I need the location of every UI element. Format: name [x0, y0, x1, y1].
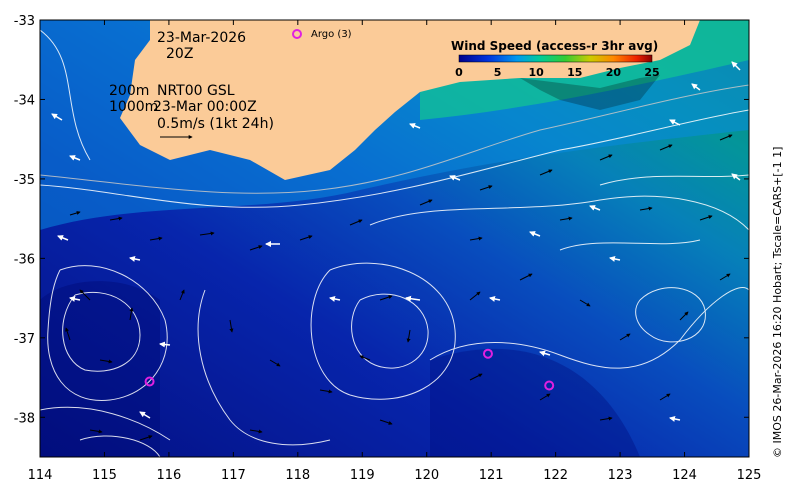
colorbar-title: Wind Speed (access-r 3hr avg)	[451, 39, 658, 53]
argo-float-marker	[544, 380, 555, 391]
argo-legend-marker	[292, 29, 302, 39]
lon-tick-label: 119	[350, 468, 375, 483]
product-label: NRT00 GSL	[157, 83, 235, 99]
lon-tick-label: 120	[414, 468, 439, 483]
lon-tick-label: 123	[608, 468, 633, 483]
argo-floats	[144, 348, 555, 391]
depth-label-1000: 1000m	[109, 99, 158, 115]
lon-tick-label: 114	[28, 468, 53, 483]
colorbar-ticks: 0 5 10 15 20 25	[455, 66, 659, 79]
argo-float-marker	[482, 348, 493, 359]
argo-float-marker	[144, 376, 155, 387]
depth-label-200: 200m	[109, 83, 149, 99]
lat-tick-label: -38	[14, 411, 35, 426]
colorbar-tick-label: 5	[494, 66, 502, 79]
lat-tick-label: -34	[14, 93, 35, 108]
lat-tick-label: -37	[14, 332, 35, 347]
colorbar	[458, 54, 653, 63]
credit-text: © IMOS 26-Mar-2026 16:20 Hobart; Tscale=…	[771, 147, 784, 458]
argo-legend-label: Argo (3)	[311, 29, 352, 40]
lat-tick-label: -33	[14, 14, 35, 29]
lon-tick-label: 125	[737, 468, 762, 483]
lat-tick-label: -36	[14, 252, 35, 267]
colorbar-tick-label: 0	[455, 66, 463, 79]
lon-tick-label: 122	[543, 468, 568, 483]
time-label: 20Z	[166, 46, 193, 62]
lon-tick-label: 115	[92, 468, 117, 483]
colorbar-tick-label: 10	[529, 66, 545, 79]
colorbar-tick-label: 25	[644, 66, 659, 79]
lat-axis: -33 -34 -35 -36 -37 -38	[14, 14, 35, 426]
product-time-label: 23-Mar 00:00Z	[153, 99, 257, 115]
axis-ticks	[39, 19, 750, 457]
current-vectors	[51, 61, 741, 441]
lon-tick-label: 117	[221, 468, 246, 483]
lon-tick-label: 116	[156, 468, 181, 483]
scale-label: 0.5m/s (1kt 24h)	[157, 116, 274, 132]
lon-axis: 114 115 116 117 118 119 120 121 122 123 124 125	[28, 468, 762, 483]
lon-tick-label: 118	[285, 468, 310, 483]
lon-tick-label: 121	[479, 468, 504, 483]
lon-tick-label: 124	[672, 468, 697, 483]
lat-tick-label: -35	[14, 173, 35, 188]
date-label: 23-Mar-2026	[157, 30, 246, 46]
colorbar-tick-label: 20	[606, 66, 622, 79]
colorbar-tick-label: 15	[567, 66, 582, 79]
plot-frame	[39, 19, 750, 458]
